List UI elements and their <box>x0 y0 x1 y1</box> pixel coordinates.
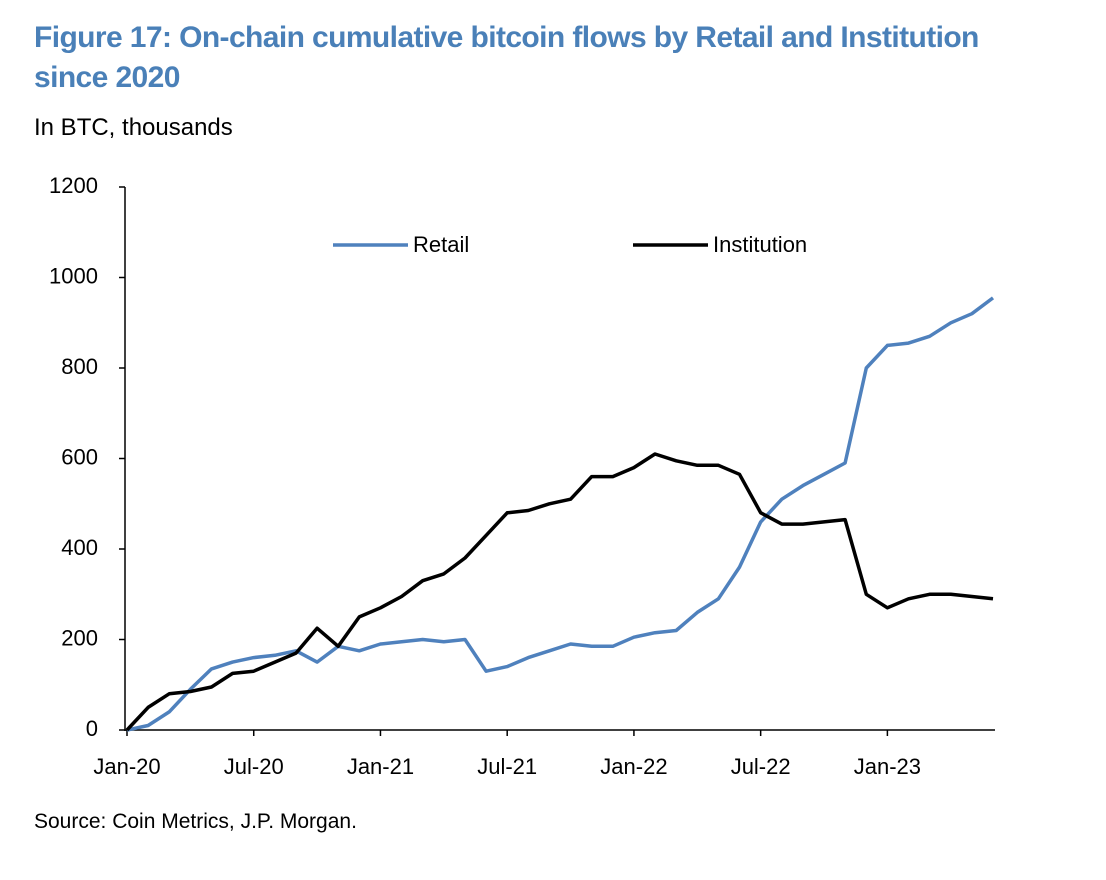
y-tick-label: 600 <box>61 444 98 469</box>
y-tick-label: 400 <box>61 535 98 560</box>
chart: 0 200 400 600 800 1000 1200 Jan-20 Jul-20 Jan-21 J… <box>49 173 995 779</box>
x-tick-label: Jan-20 <box>93 754 160 779</box>
x-tick-label: Jan-22 <box>600 754 667 779</box>
x-tick-label: Jul-22 <box>731 754 791 779</box>
chart-subtitle: In BTC, thousands <box>34 114 233 141</box>
y-tick-label: 1000 <box>49 263 98 288</box>
line-1 <box>125 452 994 732</box>
source-note: Source: Coin Metrics, J.P. Morgan. <box>34 810 357 833</box>
x-tick-label: Jan-21 <box>347 754 414 779</box>
line-0 <box>126 296 995 732</box>
y-tick-label: 800 <box>61 354 98 379</box>
y-tick-label: 200 <box>61 625 98 650</box>
x-tick-label: Jul-21 <box>477 754 537 779</box>
legend-label: Retail <box>413 232 469 257</box>
y-tick-label: 0 <box>86 716 98 741</box>
chart-title: Figure 17: On-chain cumulative bitcoin f… <box>34 21 979 94</box>
legend-label: Institution <box>713 232 807 257</box>
y-tick-label: 1200 <box>49 173 98 198</box>
x-tick-label: Jul-20 <box>224 754 284 779</box>
x-tick-label: Jan-23 <box>854 754 921 779</box>
